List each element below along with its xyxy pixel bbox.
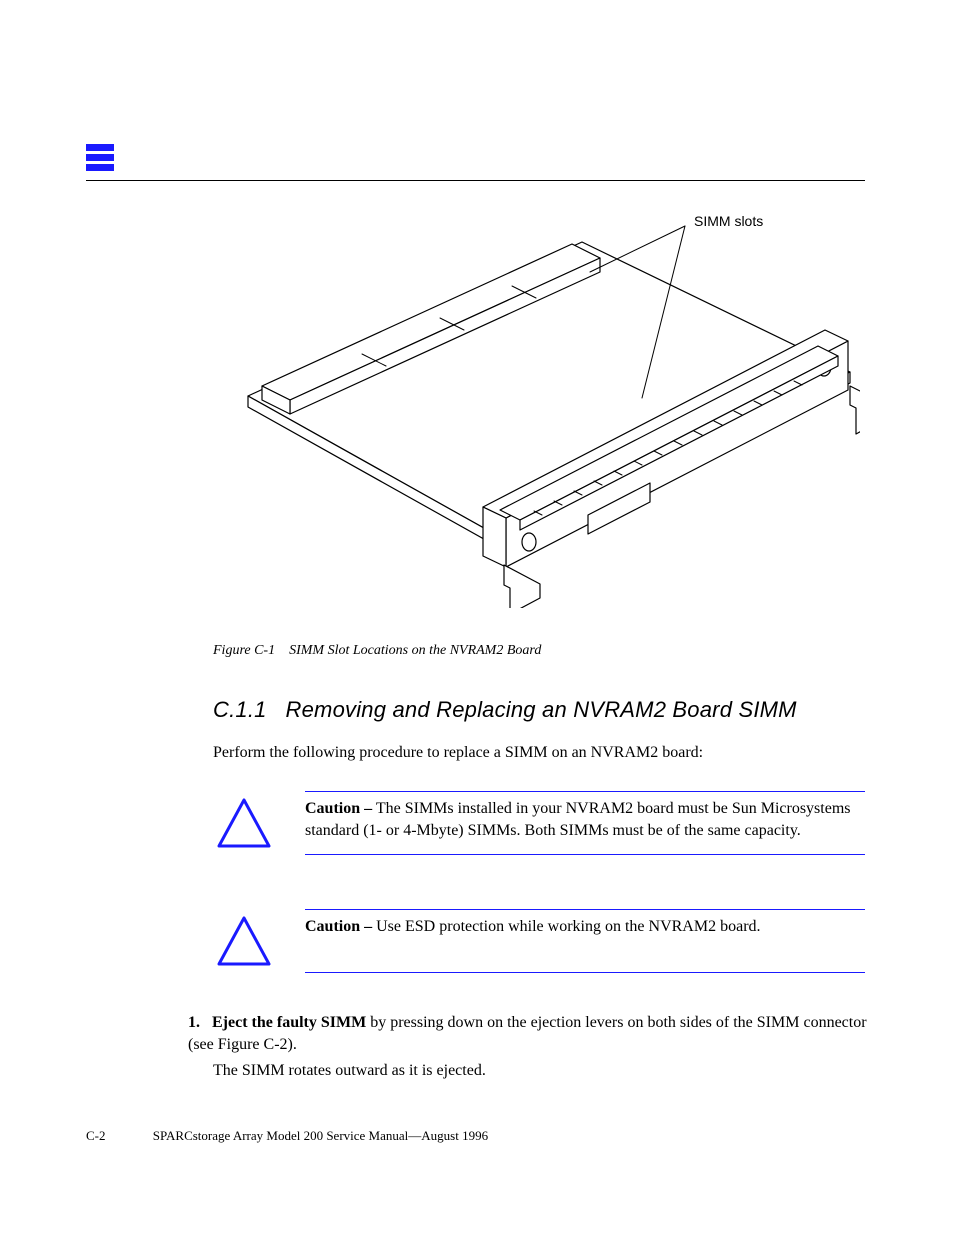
- caution-body: The SIMMs installed in your NVRAM2 board…: [305, 800, 851, 839]
- page-number: C-2: [86, 1128, 106, 1144]
- caution-lead: Caution –: [305, 800, 372, 817]
- figure-number: Figure C-1: [213, 643, 275, 658]
- caution-lead: Caution –: [305, 918, 372, 935]
- figure-callout-label: SIMM slots: [694, 213, 763, 229]
- procedure-step-continuation: The SIMM rotates outward as it is ejecte…: [213, 1060, 865, 1082]
- caution-block: Caution – Use ESD protection while worki…: [213, 909, 865, 973]
- caution-text: Caution – Use ESD protection while worki…: [275, 916, 865, 938]
- procedure-step: 1.Eject the faulty SIMM by pressing down…: [188, 1012, 868, 1055]
- caution-text: Caution – The SIMMs installed in your NV…: [275, 798, 865, 841]
- caution-icon: [213, 798, 275, 850]
- step-label: Eject the faulty SIMM: [212, 1014, 366, 1031]
- caution-body: Use ESD protection while working on the …: [376, 918, 760, 935]
- header-rule: [86, 180, 865, 181]
- caution-rule-bottom: [305, 972, 865, 973]
- section-title: Removing and Replacing an NVRAM2 Board S…: [286, 697, 797, 722]
- figure-caption: Figure C-1 SIMM Slot Locations on the NV…: [213, 643, 541, 659]
- footer-doc-date: August 1996: [421, 1128, 488, 1143]
- figure-diagram: SIMM slots: [210, 208, 860, 608]
- footer-doc-title: SPARCstorage Array Model 200 Service Man…: [153, 1128, 409, 1143]
- caution-rule-bottom: [305, 854, 865, 855]
- caution-icon: [213, 916, 275, 968]
- section-marker-icon: [86, 144, 114, 177]
- caution-block: Caution – The SIMMs installed in your NV…: [213, 791, 865, 855]
- page: SIMM slots Figure C-1 SIMM Slot Location…: [0, 0, 954, 1235]
- page-footer: C-2 SPARCstorage Array Model 200 Service…: [86, 1128, 865, 1144]
- section-number: C.1.1: [213, 697, 267, 722]
- intro-paragraph: Perform the following procedure to repla…: [213, 742, 863, 764]
- figure-caption-text: SIMM Slot Locations on the NVRAM2 Board: [289, 643, 541, 658]
- footer-em-dash: —: [408, 1128, 421, 1143]
- section-heading: C.1.1 Removing and Replacing an NVRAM2 B…: [213, 697, 797, 723]
- step-number: 1.: [188, 1012, 212, 1034]
